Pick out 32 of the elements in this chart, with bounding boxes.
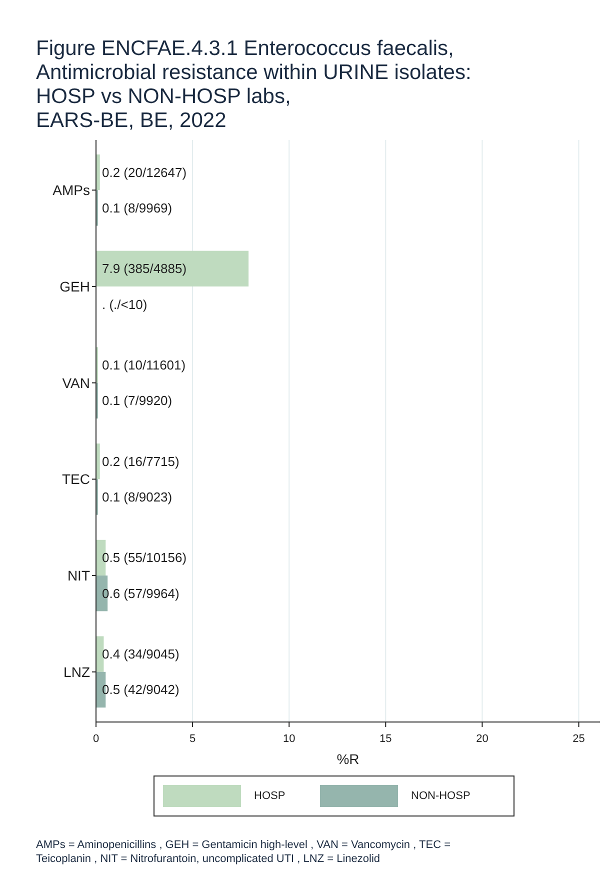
data-label: 0.1 (10/11601) <box>102 357 186 372</box>
y-tick-label: TEC <box>62 471 90 488</box>
y-tick-label: GEH <box>60 278 90 294</box>
data-label: 0.1 (7/9920) <box>102 393 172 408</box>
y-tick-label: VAN <box>62 374 90 391</box>
x-tick-label: 0 <box>92 733 100 745</box>
x-tick-label: 25 <box>572 733 585 745</box>
data-label: 0.1 (8/9969) <box>102 200 172 216</box>
text: AMPs = Aminopenicillins , GEH = Gentamicin high-level , VAN = Vancomycin , TEC = Teicoplanin , NIT = Nitrofurantoin, uncomplicated UTI , LNZ = Linezolid <box>36 839 451 865</box>
bar <box>96 444 100 480</box>
y-tick-label: LNZ <box>64 664 90 680</box>
text: . (./<10) <box>102 296 148 312</box>
data-label: 0.5 (42/9042) <box>102 682 180 698</box>
bar <box>96 250 249 286</box>
data-label: 0.5 (55/10156) <box>102 550 187 566</box>
data-label: 0.4 (34/9045) <box>102 646 180 662</box>
x-tick-label: 10 <box>282 733 296 745</box>
x-axis-title: %R <box>336 751 360 767</box>
bar <box>96 154 100 190</box>
x-tick-label: 15 <box>380 733 392 745</box>
y-tick-label: NIT <box>67 568 90 584</box>
chart-title: Figure ENCFAE.4.3.1 Enterococcus faecalis, Antimicrobial resistance within URINE isolates: HOSP vs NON-HOSP labs, EARS-BE, BE, 2022 <box>36 37 472 132</box>
y-tick-label: AMPs <box>52 182 90 198</box>
data-label: 0.2 (16/7715) <box>102 454 180 469</box>
text: HOSP <box>254 790 286 802</box>
data-label: 0.6 (57/9964) <box>102 586 180 601</box>
x-tick-label: 20 <box>476 733 488 745</box>
text: NON-HOSP <box>411 790 470 802</box>
data-label: 0.2 (20/12647) <box>102 164 187 180</box>
data-label: 0.1 (8/9023) <box>102 490 172 505</box>
x-tick-label: 5 <box>189 733 196 745</box>
data-label: 7.9 (385/4885) <box>102 261 187 276</box>
